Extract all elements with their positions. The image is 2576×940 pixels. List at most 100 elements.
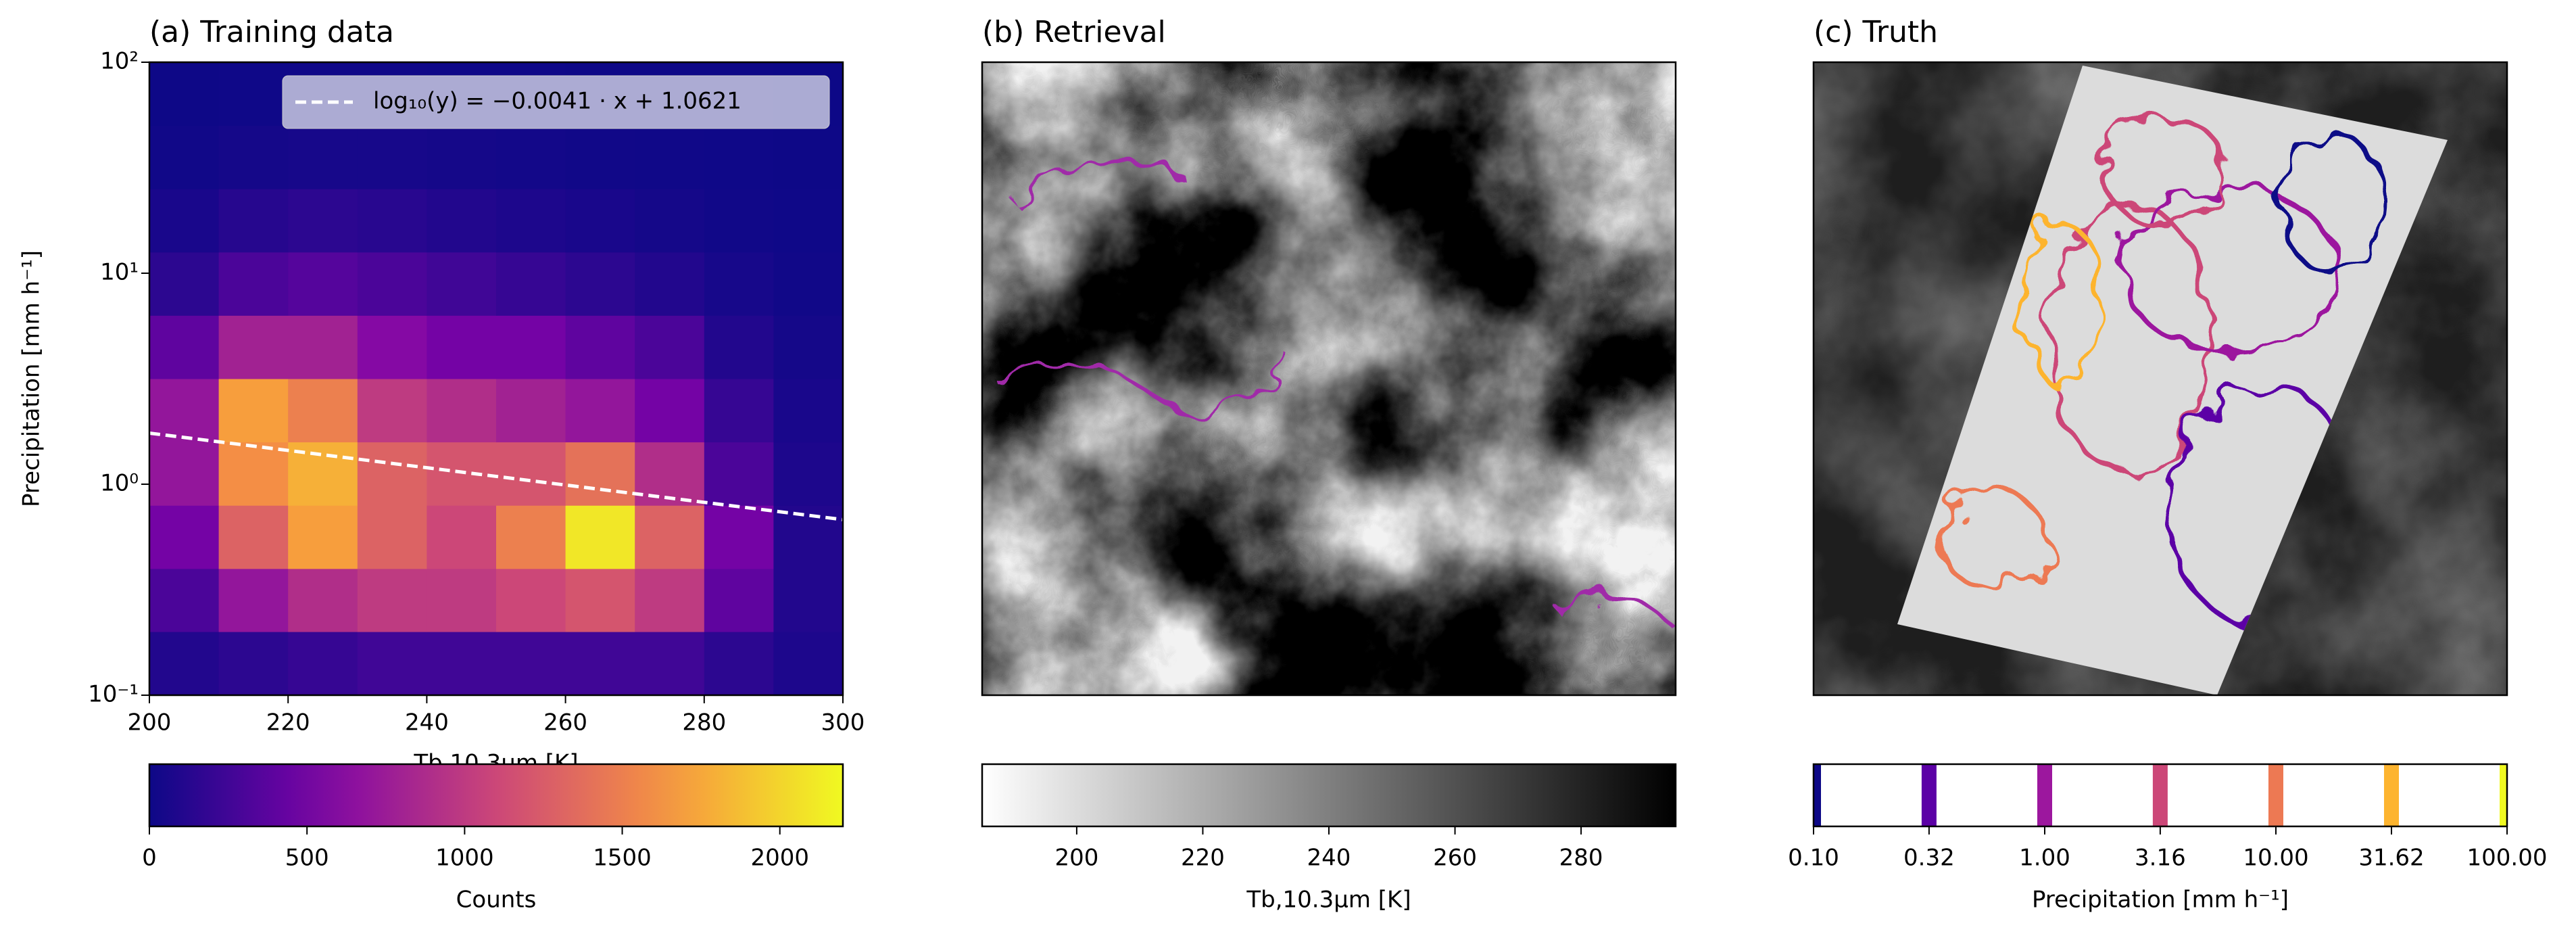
heatmap-cell: [496, 315, 566, 379]
heatmap-cell: [357, 442, 427, 506]
axes-frame: [1812, 61, 2508, 697]
heatmap-cell: [288, 568, 358, 632]
heatmap-cell: [635, 568, 705, 632]
axes-frame: [981, 61, 1677, 697]
heatmap-cell: [635, 505, 705, 569]
heatmap-cell: [427, 568, 497, 632]
colorbar-tick-label: 240: [1307, 845, 1351, 872]
heatmap-cell: [496, 379, 566, 443]
heatmap-cell: [773, 125, 844, 189]
heatmap-cell: [565, 252, 635, 316]
x-tick-label: 280: [682, 709, 726, 736]
y-tick-label: 10⁻¹: [88, 681, 139, 708]
heatmap-cell: [565, 568, 635, 632]
heatmap-cell: [218, 379, 289, 443]
heatmap-cell: [635, 125, 705, 189]
heatmap-cell: [218, 505, 289, 569]
colorbar-tick-label: 220: [1181, 845, 1225, 872]
heatmap-cell: [427, 505, 497, 569]
legend-box: [282, 75, 830, 129]
heatmap-cell: [496, 442, 566, 506]
colorbar-level: [2152, 764, 2168, 826]
colorbar-tick-label: 0.10: [1788, 845, 1839, 872]
heatmap-cell: [357, 568, 427, 632]
heatmap-cell: [773, 568, 844, 632]
heatmap-cell: [149, 189, 220, 253]
heatmap-cell: [704, 125, 774, 189]
heatmap-cell: [288, 505, 358, 569]
heatmap-cell: [218, 632, 289, 696]
heatmap-cell: [149, 252, 220, 316]
heatmap-cell: [565, 315, 635, 379]
heatmap-cell: [496, 568, 566, 632]
heatmap-cell: [704, 315, 774, 379]
heatmap-cell: [218, 442, 289, 506]
heatmap-cell: [218, 189, 289, 253]
heatmap-cell: [427, 125, 497, 189]
heatmap-cell: [427, 189, 497, 253]
colorbar-tick-label: 260: [1433, 845, 1477, 872]
heatmap-cell: [427, 315, 497, 379]
heatmap-cell: [218, 125, 289, 189]
heatmap-cell: [704, 632, 774, 696]
heatmap-cell: [427, 632, 497, 696]
heatmap-cell: [149, 505, 220, 569]
heatmap-cell: [218, 568, 289, 632]
y-tick-label: 10¹: [100, 259, 139, 286]
heatmap-cell: [357, 189, 427, 253]
colorbar-level: [2037, 764, 2052, 826]
heatmap-cell: [635, 379, 705, 443]
colorbar-label: Precipitation [mm h⁻¹]: [2032, 887, 2289, 914]
heatmap-cell: [773, 379, 844, 443]
x-tick-label: 220: [266, 709, 310, 736]
colorbar-tick-label: 2000: [750, 845, 809, 872]
heatmap-cell: [565, 379, 635, 443]
heatmap-cell: [773, 632, 844, 696]
heatmap-cell: [704, 505, 774, 569]
x-tick-label: 200: [128, 709, 172, 736]
heatmap-cell: [773, 189, 844, 253]
colorbar-tick-label: 280: [1559, 845, 1603, 872]
y-axis-label: Precipitation [mm h⁻¹]: [18, 250, 45, 507]
heatmap-cell: [635, 442, 705, 506]
heatmap-cell: [149, 62, 220, 126]
fit-line: [149, 431, 844, 521]
y-tick-label: 10²: [100, 48, 139, 75]
heatmap-cell: [704, 568, 774, 632]
heatmap-cell: [427, 252, 497, 316]
heatmap-cell: [218, 62, 289, 126]
heatmap-cell: [496, 189, 566, 253]
colorbar-tick-label: 1500: [593, 845, 652, 872]
retrieval-image: [982, 62, 1676, 695]
heatmap-cell: [565, 632, 635, 696]
colorbar-level: [2500, 764, 2507, 826]
x-tick-label: 260: [543, 709, 587, 736]
colorbar-tick-label: 0.32: [1903, 845, 1955, 872]
heatmap-cell: [149, 379, 220, 443]
colorbar-tick-label: 500: [285, 845, 329, 872]
heatmap-cell: [357, 632, 427, 696]
colorbar-tick-label: 200: [1054, 845, 1098, 872]
heatmap-cell: [357, 505, 427, 569]
colorbar-tick-label: 1.00: [2019, 845, 2070, 872]
heatmap-cell: [635, 632, 705, 696]
heatmap-cell: [496, 252, 566, 316]
heatmap-cell: [496, 125, 566, 189]
x-tick-label: 240: [405, 709, 449, 736]
heatmap-cell: [773, 252, 844, 316]
heatmap-cell: [288, 315, 358, 379]
colorbar-level: [1814, 764, 1821, 826]
heatmap-cell: [288, 632, 358, 696]
colorbar-tick-label: 10.00: [2243, 845, 2308, 872]
heatmap-cell: [149, 442, 220, 506]
colorbar-tick-label: 100.00: [2467, 845, 2548, 872]
heatmap-cell: [565, 442, 635, 506]
panel-title: (b) Retrieval: [982, 15, 1166, 49]
x-tick-label: 300: [821, 709, 865, 736]
axes-frame: [148, 61, 844, 697]
heatmap-cell: [773, 442, 844, 506]
heatmap-cell: [635, 189, 705, 253]
heatmap-cell: [288, 252, 358, 316]
heatmap-cell: [704, 379, 774, 443]
